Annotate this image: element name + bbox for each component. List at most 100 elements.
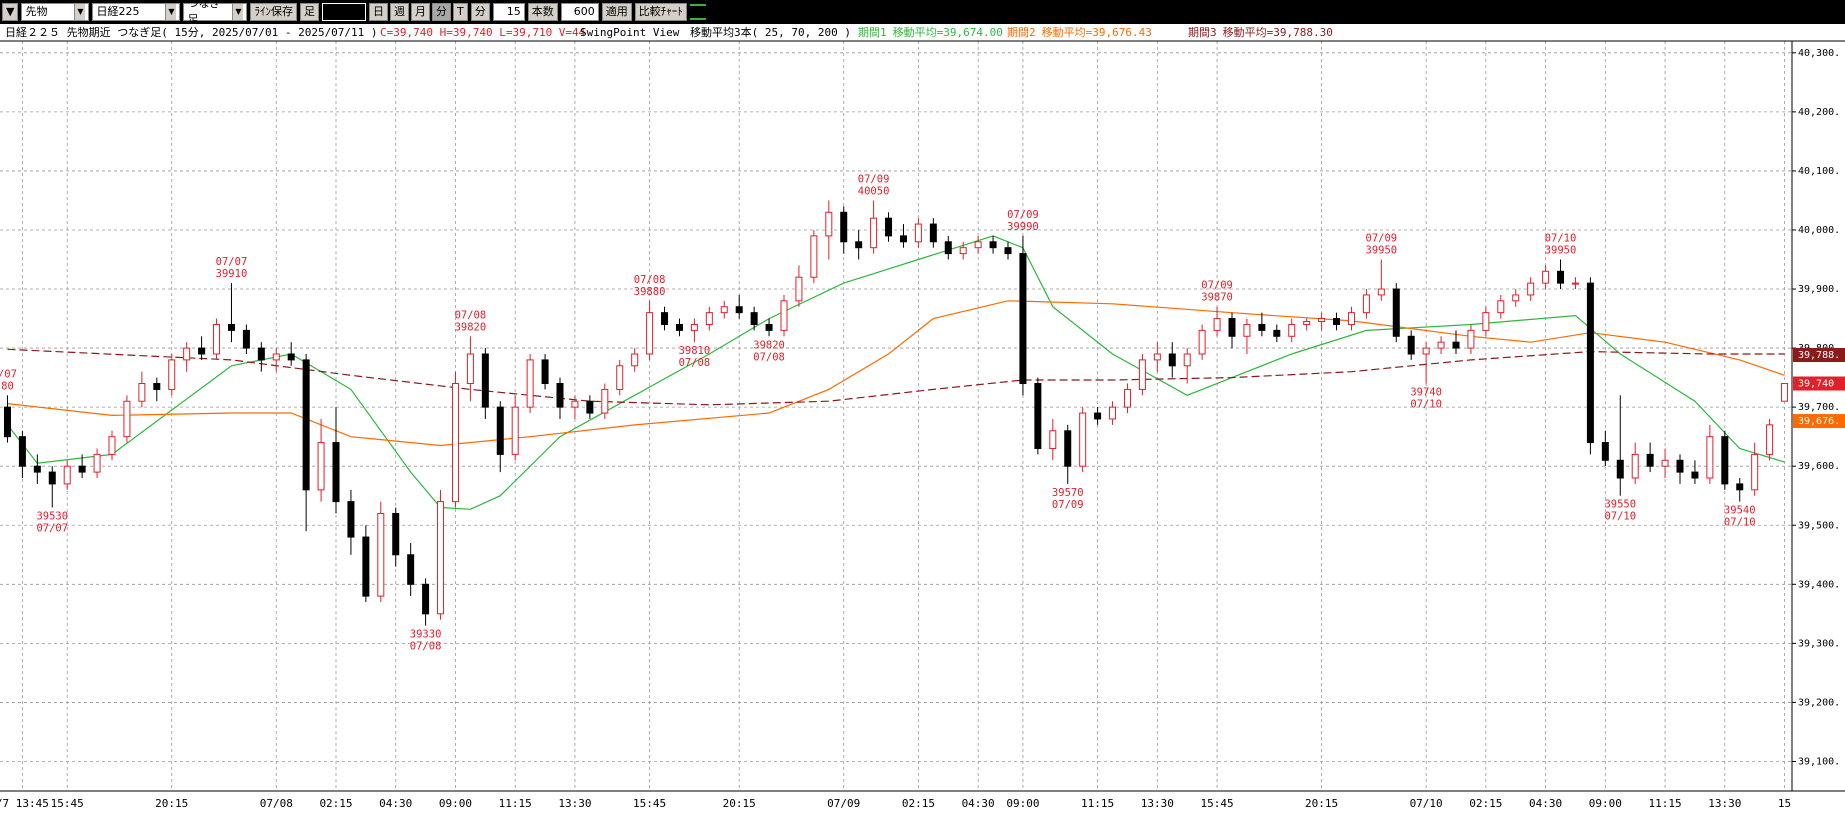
candle-body	[1333, 318, 1341, 325]
candle-body	[1079, 412, 1087, 467]
candle-body	[1094, 412, 1102, 420]
candle-body	[1168, 353, 1176, 367]
candle-body	[1601, 442, 1609, 461]
candle-body	[855, 241, 863, 249]
y-tick-label: 39,300.	[1798, 638, 1840, 649]
x-tick-label: 07/09	[827, 797, 860, 810]
candle-body	[1303, 321, 1311, 325]
candle-body	[1198, 329, 1206, 355]
period-button[interactable]: 週	[389, 3, 409, 21]
save-button[interactable]: ﾗｲﾝ保存	[250, 3, 297, 21]
chart-background	[0, 24, 1845, 814]
candle-body	[765, 323, 773, 331]
y-tick-label: 39,400.	[1798, 579, 1840, 590]
interval-input[interactable]: 15	[492, 3, 525, 21]
swing-date: 07/08	[679, 357, 711, 369]
candle-body	[870, 217, 878, 249]
x-tick-label: 13:30	[1708, 797, 1741, 810]
ma-legend: 期間3 移動平均=39,788.30	[1188, 25, 1333, 39]
candle-body	[571, 400, 579, 408]
candle-body	[437, 501, 445, 615]
candle-body	[1004, 247, 1012, 255]
candle-body	[1616, 459, 1624, 479]
x-tick-label: 13:30	[558, 797, 591, 810]
candle-body	[885, 217, 893, 237]
candle-body	[362, 536, 370, 597]
unit-label: 分	[470, 3, 490, 21]
candle-body	[750, 312, 758, 325]
header-quote: C=39,740 H=39,740 L=39,710 V=44	[380, 26, 586, 39]
x-tick-label: 15:45	[51, 797, 84, 810]
candle-body	[1646, 453, 1654, 467]
foot-input[interactable]	[321, 3, 366, 21]
x-tick-label: 20:15	[723, 797, 756, 810]
x-tick-label: 15	[1778, 797, 1791, 810]
period-button[interactable]: 日	[368, 3, 388, 21]
period-button[interactable]: T	[452, 3, 468, 21]
period-button[interactable]: 分	[431, 3, 451, 21]
candle-body	[18, 436, 26, 467]
swing-price: 39330	[410, 629, 442, 641]
swing-price: 39990	[1007, 221, 1039, 233]
swing-date: 07/09	[1007, 209, 1039, 221]
ma-legend-value: 移動平均=39,674.00	[893, 25, 1003, 39]
candle-body	[227, 323, 235, 331]
bar-type-select[interactable]: つなぎ足 ▼	[183, 0, 248, 26]
x-tick-label: 15:45	[1201, 797, 1234, 810]
x-tick-label: 02:15	[319, 797, 352, 810]
candle-body	[616, 365, 624, 390]
swing-date: 07/10	[1410, 399, 1442, 411]
candle-body	[1392, 288, 1400, 337]
candle-body	[1034, 383, 1042, 449]
x-tick-label: 04:30	[1529, 797, 1562, 810]
ma-legend: 期間2 移動平均=39,676.43	[1007, 25, 1152, 39]
candle-body	[1019, 253, 1027, 385]
candle-body	[257, 347, 265, 361]
candle-body	[3, 406, 11, 438]
candle-body	[601, 388, 609, 414]
chart-icon[interactable]	[689, 4, 706, 20]
price-marker-label: 39,740	[1798, 379, 1834, 390]
candle-body	[1452, 341, 1460, 349]
candle-body	[1109, 406, 1117, 420]
compare-button[interactable]: 比較ﾁｬｰﾄ	[634, 3, 687, 21]
y-tick-label: 39,200.	[1798, 697, 1840, 708]
y-tick-label: 39,100.	[1798, 756, 1840, 767]
candle-body	[1751, 453, 1759, 491]
symbol-text: 日経225	[96, 5, 140, 18]
candle-body	[108, 436, 116, 455]
candle-body	[123, 400, 131, 438]
y-tick-label: 39,700.	[1798, 402, 1840, 413]
swing-price: 39820	[753, 339, 785, 351]
plot-area	[0, 41, 1792, 791]
candle-body	[526, 359, 534, 408]
candle-body	[1064, 430, 1072, 467]
candle-body	[661, 312, 669, 325]
ma-line	[7, 348, 1785, 406]
symbol-select[interactable]: 日経225 ▼	[92, 3, 181, 21]
count-input[interactable]: 600	[560, 3, 599, 21]
market-select[interactable]: 先物 ▼	[21, 3, 90, 21]
candle-body	[780, 300, 788, 331]
candle-body	[272, 353, 280, 361]
price-marker	[1793, 376, 1845, 391]
candle-body	[1347, 312, 1355, 325]
header-ma-title: 移動平均3本( 25, 70, 200 )	[690, 25, 851, 39]
period-button[interactable]: 月	[410, 3, 430, 21]
candle-body	[541, 359, 549, 385]
x-tick-label: 13:30	[1141, 797, 1174, 810]
candle-body	[1123, 388, 1131, 408]
swing-date: /07	[0, 368, 17, 380]
candle-body	[466, 353, 474, 385]
candle-body	[1557, 270, 1565, 284]
candle-body	[1183, 353, 1191, 367]
ma-legend-value: 移動平均=39,788.30	[1223, 25, 1333, 39]
candle-body	[1273, 329, 1281, 337]
menu-button[interactable]: ▼	[2, 3, 19, 21]
candle-body	[1766, 424, 1774, 455]
candle-body	[1153, 353, 1161, 361]
swing-price: 39540	[1724, 505, 1756, 517]
candle-body	[989, 241, 997, 249]
apply-button[interactable]: 適用	[601, 3, 632, 21]
